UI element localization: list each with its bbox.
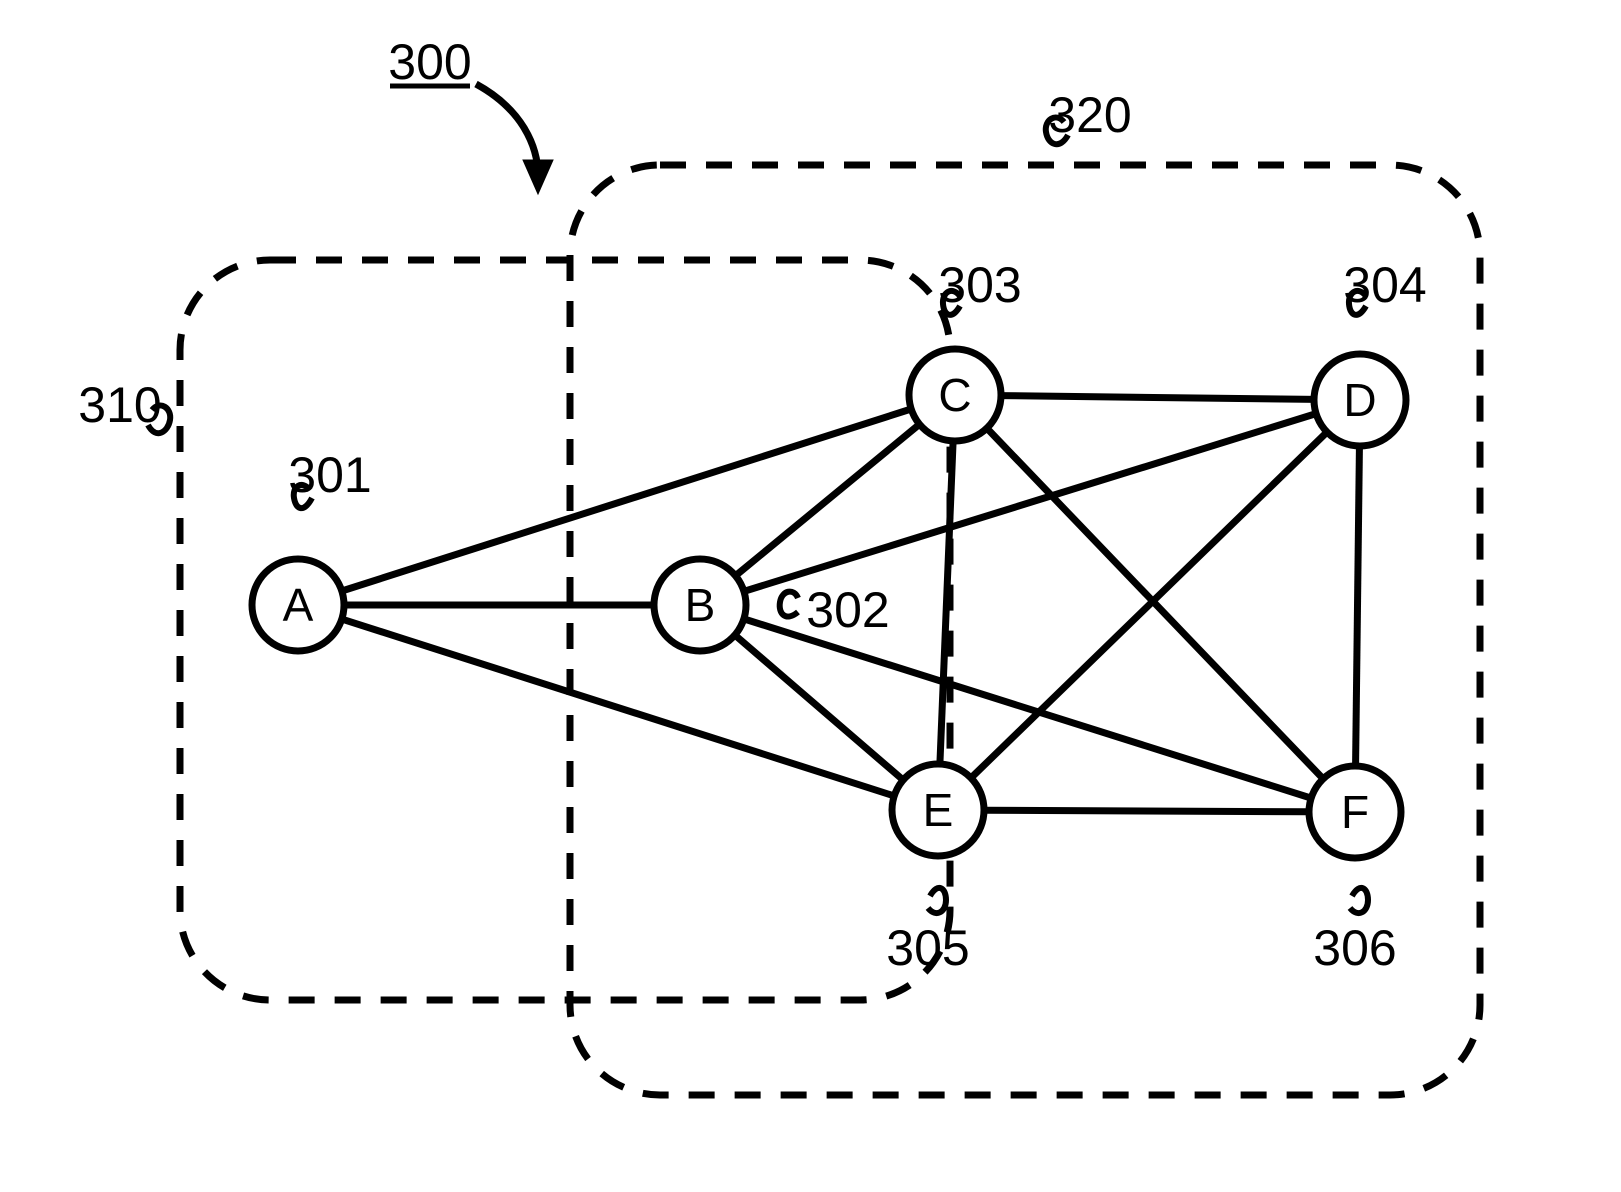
edge-A-E	[342, 619, 894, 796]
edge-B-C	[736, 424, 920, 576]
refnum-302: 302	[806, 582, 889, 638]
node-A-label: A	[283, 579, 314, 631]
node-D-label: D	[1343, 374, 1376, 426]
refnum-305: 305	[886, 920, 969, 976]
refnum-305-leader	[928, 888, 946, 913]
edge-B-F	[744, 619, 1311, 798]
refnum-303: 303	[938, 257, 1021, 313]
node-B-label: B	[685, 579, 716, 631]
refnum-306-leader	[1350, 888, 1368, 913]
node-A: A	[252, 559, 344, 651]
node-B: B	[654, 559, 746, 651]
edge-E-F	[984, 810, 1309, 812]
refnum-301: 301	[288, 447, 371, 503]
figure-number-arrowhead	[523, 160, 553, 194]
refnum-320: 320	[1048, 87, 1131, 143]
refnum-302-leader	[780, 592, 798, 617]
edge-B-E	[735, 635, 903, 780]
node-C: C	[909, 349, 1001, 441]
node-F: F	[1309, 766, 1401, 858]
refnum-306: 306	[1313, 920, 1396, 976]
node-C-label: C	[938, 369, 971, 421]
figure-number: 300	[388, 34, 471, 90]
node-E: E	[892, 764, 984, 856]
node-D: D	[1314, 354, 1406, 446]
network-diagram: ABCDEF310320301302303304305306300	[0, 0, 1621, 1192]
figure-number-layer: 300	[388, 34, 553, 194]
edge-C-D	[1001, 396, 1314, 400]
node-F-label: F	[1341, 786, 1369, 838]
node-E-label: E	[923, 784, 954, 836]
refnum-304: 304	[1343, 257, 1426, 313]
edge-D-F	[1356, 446, 1360, 766]
